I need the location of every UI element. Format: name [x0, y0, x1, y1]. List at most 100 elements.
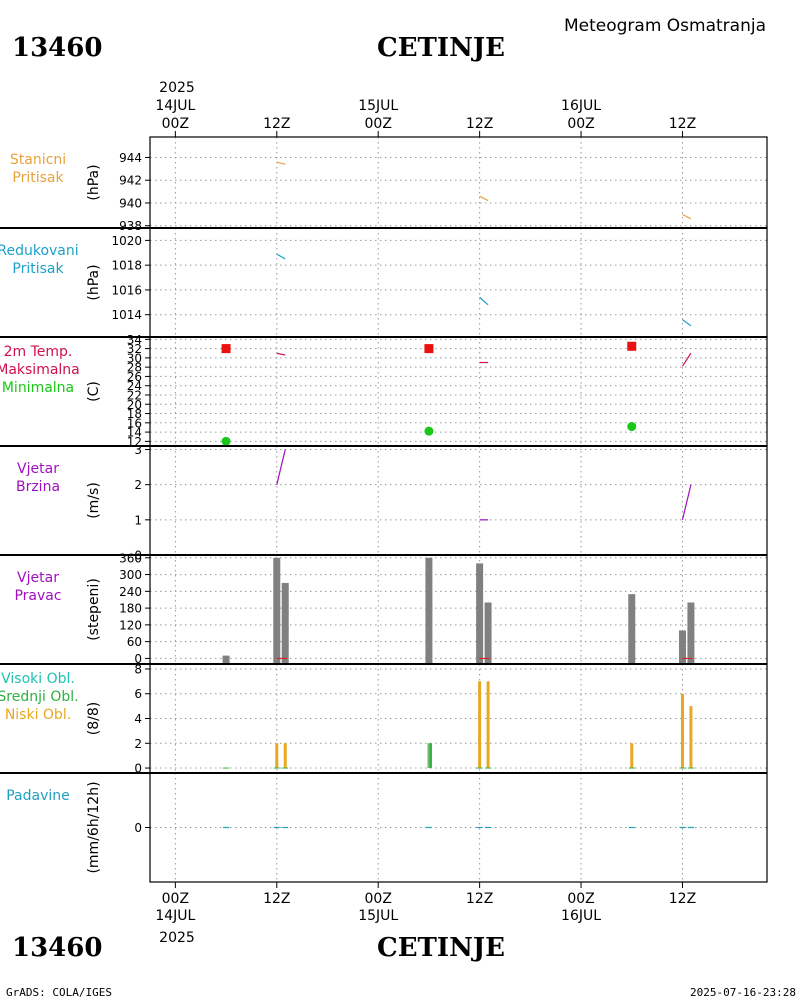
top-time-label: 00Z	[567, 116, 594, 132]
panel-y-axis-label: (8/8)	[86, 702, 102, 735]
plot-area	[150, 773, 767, 882]
temp-segment	[276, 352, 286, 356]
panel-label: Brzina	[16, 479, 60, 495]
y-tick-label: 60	[127, 635, 142, 649]
top-date-label: 15JUL	[358, 98, 398, 114]
top-date-label: 16JUL	[561, 98, 601, 114]
panel-wind-direction: 0 60 120 180 240 300 360 Vjetar Pravac (stepeni)	[14, 551, 768, 666]
footer-station-name: CETINJE	[377, 933, 505, 963]
time-axes: 00Z14JUL00Z14JUL12Z12Z00Z15JUL00Z15JUL12…	[155, 98, 696, 924]
marks	[221, 341, 692, 446]
y-tick-label: 1020	[111, 234, 142, 248]
y-tick-label: 1018	[111, 259, 142, 273]
low-cloud-bar	[486, 681, 490, 769]
y-tick-label: 1016	[111, 283, 142, 297]
top-axis-year: 2025	[159, 80, 195, 96]
generation-timestamp: 2025-07-16-23:28	[690, 986, 796, 999]
meteogram-subtitle: Meteogram Osmatranja	[564, 16, 766, 36]
panel-label: Visoki Obl.	[1, 671, 75, 687]
y-tick-label: 4	[134, 712, 142, 726]
panel-label: Vjetar	[17, 570, 59, 586]
y-tick-label: 18	[127, 407, 142, 421]
wind-direction-bar	[628, 594, 636, 664]
y-tick-label: 2	[134, 478, 142, 492]
tmax-point	[627, 341, 637, 351]
tmax-point	[221, 344, 231, 354]
bottom-time-label: 00Z	[162, 891, 189, 907]
bottom-date-label: 16JUL	[561, 908, 601, 924]
panel-label: Maksimalna	[0, 362, 80, 378]
temp-segment	[681, 352, 692, 367]
y-tick-label: 120	[119, 618, 142, 632]
y-tick-label: 1	[134, 513, 142, 527]
y-tick-label: 26	[127, 370, 142, 384]
y-tick-label: 944	[119, 151, 142, 165]
tmax-point	[424, 344, 434, 354]
pressure-segment	[682, 319, 692, 327]
wind-direction-bar	[425, 557, 433, 664]
low-cloud-bar	[275, 743, 279, 769]
panel-precipitation: 0 Padavine (mm/6h/12h)	[6, 772, 768, 883]
bottom-date-label: 15JUL	[358, 908, 398, 924]
y-tick-label: 0	[134, 652, 142, 666]
y-tick-label: 34	[127, 333, 142, 347]
grid	[150, 137, 767, 228]
wind-direction-bar	[687, 602, 695, 664]
bottom-time-label: 12Z	[466, 891, 493, 907]
low-cloud-bar	[680, 693, 684, 769]
y-tick-label: 180	[119, 602, 142, 616]
high-cloud-bar	[428, 743, 430, 769]
bottom-time-label: 12Z	[263, 891, 290, 907]
pressure-segment	[682, 213, 692, 220]
panel-label: Redukovani	[0, 243, 79, 259]
bottom-axis-year: 2025	[159, 930, 195, 946]
panel-label: Pritisak	[12, 261, 64, 277]
y-tick-label: 22	[127, 388, 142, 402]
y-tick-label: 360	[119, 551, 142, 565]
plot-area	[150, 137, 767, 228]
panel-label: Stanicni	[10, 152, 66, 168]
wind-direction-bar	[222, 655, 230, 664]
grid	[150, 773, 767, 882]
low-cloud-bar	[283, 743, 287, 769]
panel-label: Minimalna	[2, 380, 74, 396]
mid-cloud-bar	[429, 743, 432, 769]
tmin-point	[424, 426, 434, 436]
low-cloud-bar	[689, 706, 693, 769]
y-tick-label: 8	[134, 662, 142, 676]
marks	[222, 557, 695, 664]
y-tick-label: 300	[119, 568, 142, 582]
bottom-time-label: 00Z	[567, 891, 594, 907]
plot-area	[150, 555, 767, 664]
wind-direction-bar	[484, 602, 492, 664]
y-tick-label: 1014	[111, 308, 142, 322]
y-tick-label: 938	[119, 219, 142, 233]
y-tick-label: 32	[127, 342, 142, 356]
tmin-point	[627, 422, 637, 432]
wind-direction-bar	[678, 630, 686, 664]
panel-y-axis-label: (hPa)	[86, 164, 102, 200]
wind-speed-segment	[681, 484, 692, 520]
pressure-segment	[479, 195, 489, 202]
plot-area	[150, 228, 767, 337]
panel-y-axis-label: (m/s)	[86, 482, 102, 519]
y-tick-label: 0	[134, 821, 142, 835]
y-tick-label: 20	[127, 398, 142, 412]
top-time-label: 12Z	[669, 116, 696, 132]
panel-station-pressure: 938 940 942 944 Stanicni Pritisak (hPa)	[10, 136, 768, 233]
header-station-id: 13460	[12, 33, 102, 63]
bottom-date-label: 14JUL	[155, 908, 195, 924]
y-tick-label: 942	[119, 174, 142, 188]
grads-credit: GrADS: COLA/IGES	[6, 986, 112, 999]
y-tick-label: 24	[127, 379, 142, 393]
marks	[276, 449, 692, 521]
low-cloud-bar	[630, 743, 634, 769]
y-tick-label: 30	[127, 351, 142, 365]
plot-area	[150, 337, 767, 446]
panel-label: Srednji Obl.	[0, 689, 79, 705]
tmin-point	[221, 436, 231, 446]
panel-y-axis-label: (hPa)	[86, 264, 102, 300]
grid	[150, 228, 767, 337]
panel-reduced-pressure: 1014 1016 1018 1020 Redukovani Pritisak (hPa)	[0, 227, 768, 338]
